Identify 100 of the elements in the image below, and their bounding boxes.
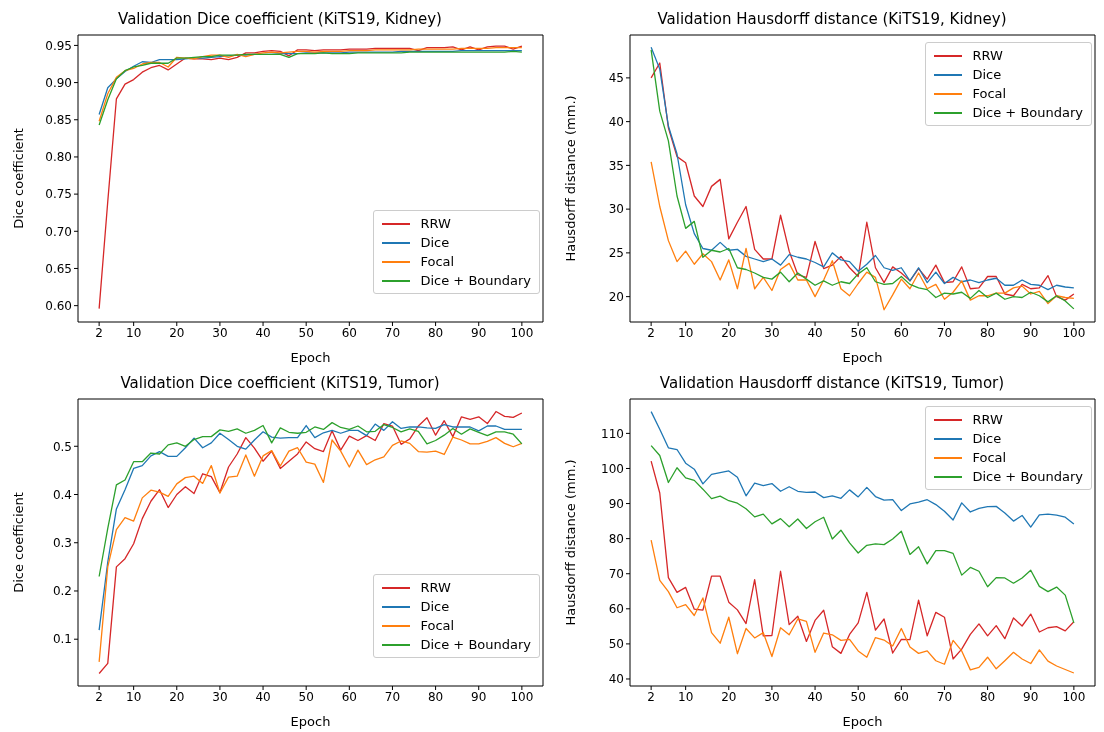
line-series: [98, 421, 523, 578]
x-tick-label: 80: [427, 689, 444, 704]
x-tick-label: 90: [1023, 325, 1039, 340]
y-tick-label: 0.90: [45, 75, 72, 90]
y-tick-label: 60: [608, 602, 624, 617]
x-tick-label: 100: [1062, 689, 1086, 704]
x-tick-label: 10: [678, 689, 694, 704]
y-tick-label: 40: [608, 672, 624, 687]
y-tick-label: 35: [608, 158, 624, 173]
x-tick-label: 90: [471, 689, 487, 704]
y-tick-label: 110: [601, 426, 624, 441]
y-tick-label: 0.95: [45, 38, 72, 53]
x-tick-label: 40: [255, 689, 271, 704]
x-tick-label: 60: [341, 325, 357, 340]
y-tick-label: 50: [608, 637, 624, 652]
x-tick-label: 2: [95, 325, 103, 340]
legend-label: Dice + Boundary: [420, 272, 531, 290]
legend-label: Dice: [972, 66, 1002, 84]
line-series: [650, 539, 1075, 674]
y-tick-label: 0.65: [45, 261, 72, 276]
line-series: [98, 421, 523, 631]
chart-title: Validation Dice coefficient (KiTS19, Kidney): [117, 9, 443, 30]
x-tick-label: 10: [126, 325, 142, 340]
x-tick-label: 20: [721, 325, 737, 340]
y-tick-label: 0.60: [45, 298, 72, 313]
x-tick-label: 70: [936, 689, 953, 704]
chart-title: Validation Dice coefficient (KiTS19, Tumor): [119, 373, 441, 394]
x-tick-label: 70: [384, 689, 401, 704]
y-tick-label: 0.1: [52, 632, 72, 647]
line-series: [650, 161, 1075, 311]
legend-label: RRW: [972, 47, 1003, 65]
x-tick-label: 10: [678, 325, 694, 340]
y-tick-label: 20: [608, 289, 624, 304]
x-tick-label: 90: [471, 325, 487, 340]
y-axis-title: Dice coefficient: [10, 128, 26, 229]
y-tick-label: 70: [608, 566, 624, 581]
y-tick-label: 45: [608, 71, 624, 86]
x-tick-label: 70: [936, 325, 953, 340]
x-tick-label: 90: [1023, 689, 1039, 704]
legend-label: RRW: [420, 215, 451, 233]
legend-label: Focal: [420, 617, 455, 635]
x-tick-label: 40: [255, 325, 271, 340]
chart-title: Validation Hausdorff distance (KiTS19, Tumor): [658, 373, 1006, 394]
x-tick-label: 10: [126, 689, 142, 704]
x-tick-label: 20: [721, 689, 737, 704]
x-axis-title: Epoch: [290, 350, 331, 365]
x-tick-label: 30: [212, 325, 228, 340]
y-tick-label: 0.70: [45, 224, 72, 239]
legend-label: RRW: [420, 579, 451, 597]
x-tick-label: 20: [169, 325, 185, 340]
legend-label: Dice + Boundary: [420, 636, 531, 654]
y-tick-label: 0.3: [52, 536, 72, 550]
x-tick-label: 30: [764, 689, 780, 704]
legend-label: Focal: [420, 253, 455, 271]
y-axis-title: Dice coefficient: [10, 492, 26, 593]
legend-label: Dice: [972, 430, 1002, 448]
x-tick-label: 60: [893, 325, 909, 340]
x-tick-label: 100: [510, 325, 534, 340]
legend-label: Focal: [972, 449, 1007, 467]
x-tick-label: 2: [95, 689, 103, 704]
y-tick-label: 0.2: [52, 584, 72, 599]
x-axis-title: Epoch: [842, 714, 883, 729]
x-tick-label: 100: [510, 689, 534, 704]
x-tick-label: 40: [807, 689, 823, 704]
x-tick-label: 80: [427, 325, 444, 340]
y-tick-label: 0.80: [45, 150, 72, 165]
x-tick-label: 70: [384, 325, 401, 340]
legend-label: Dice + Boundary: [972, 468, 1083, 486]
x-tick-label: 60: [893, 689, 909, 704]
x-tick-label: 80: [979, 325, 996, 340]
y-axis-title: Hausdorff distance (mm.): [562, 95, 578, 262]
x-tick-label: 50: [850, 325, 866, 340]
y-tick-label: 0.5: [52, 439, 72, 454]
x-tick-label: 20: [169, 689, 185, 704]
y-tick-label: 25: [608, 246, 624, 261]
x-tick-label: 60: [341, 689, 357, 704]
x-tick-label: 50: [850, 689, 866, 704]
y-tick-label: 0.75: [45, 187, 72, 202]
y-tick-label: 90: [608, 496, 624, 511]
legend-label: RRW: [972, 411, 1003, 429]
x-tick-label: 2: [647, 325, 655, 340]
x-tick-label: 30: [212, 689, 228, 704]
x-axis-title: Epoch: [290, 714, 331, 729]
y-axis-title: Hausdorff distance (mm.): [562, 459, 578, 626]
x-tick-label: 40: [807, 325, 823, 340]
x-tick-label: 100: [1062, 325, 1086, 340]
y-tick-label: 30: [608, 202, 624, 217]
x-tick-label: 50: [298, 689, 314, 704]
y-tick-label: 0.85: [45, 113, 72, 128]
legend-label: Focal: [972, 85, 1007, 103]
legend-label: Dice + Boundary: [972, 104, 1083, 122]
x-axis-title: Epoch: [842, 350, 883, 365]
x-tick-label: 2: [647, 689, 655, 704]
y-tick-label: 80: [608, 531, 624, 546]
y-tick-label: 0.4: [52, 487, 72, 502]
x-tick-label: 30: [764, 325, 780, 340]
legend-label: Dice: [420, 234, 450, 252]
x-tick-label: 50: [298, 325, 314, 340]
y-tick-label: 100: [601, 461, 624, 476]
legend-label: Dice: [420, 598, 450, 616]
